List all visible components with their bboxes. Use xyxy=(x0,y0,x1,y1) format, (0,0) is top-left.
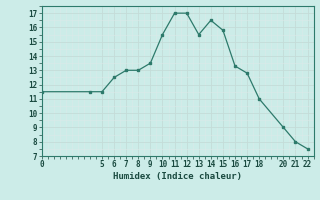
X-axis label: Humidex (Indice chaleur): Humidex (Indice chaleur) xyxy=(113,172,242,181)
